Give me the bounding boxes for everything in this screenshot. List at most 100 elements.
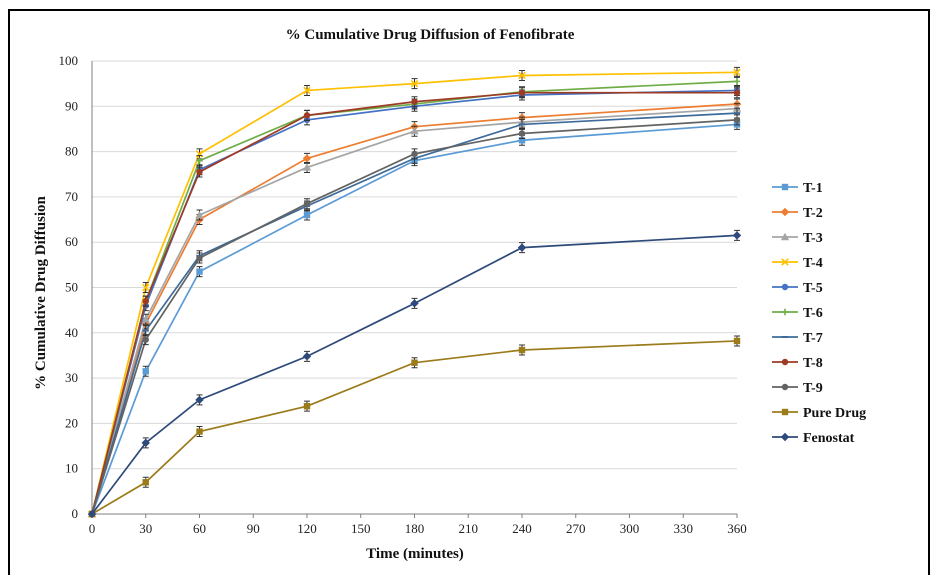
x-tick-label: 30 <box>139 521 152 536</box>
data-point <box>303 112 311 119</box>
legend-item: T-3 <box>772 231 823 246</box>
legend-swatch-marker <box>781 283 789 291</box>
legend-item: Fenostat <box>772 431 855 446</box>
data-point <box>142 368 149 375</box>
chart-title: % Cumulative Drug Diffusion of Fenofibra… <box>286 27 575 43</box>
data-point <box>411 98 418 105</box>
data-point <box>733 78 741 85</box>
data-point <box>518 71 526 80</box>
data-point <box>196 168 203 176</box>
x-tick-label: 0 <box>89 521 96 536</box>
legend-item: T-9 <box>772 381 823 396</box>
legend-item: T-6 <box>772 306 823 321</box>
data-point <box>303 86 311 95</box>
legend-swatch-marker <box>781 258 789 266</box>
legend-label: T-4 <box>803 256 823 271</box>
data-point <box>302 163 312 171</box>
data-point <box>142 297 149 305</box>
legend-item: T-2 <box>772 206 823 221</box>
y-tick-label: 50 <box>65 280 78 295</box>
legend-label: T-2 <box>803 206 823 221</box>
series-fenostat <box>87 229 742 519</box>
legend-swatch-marker <box>781 408 789 416</box>
data-point <box>195 395 204 405</box>
legend-label: T-5 <box>803 281 823 296</box>
legend-swatch-marker <box>780 207 790 217</box>
data-point <box>410 299 419 308</box>
y-tick-label: 60 <box>65 234 78 249</box>
legend-item: Pure Drug <box>772 406 866 421</box>
series-line <box>91 107 738 515</box>
data-point <box>732 231 742 240</box>
x-tick-label: 330 <box>674 521 694 536</box>
data-point <box>411 150 418 158</box>
data-point <box>142 479 149 486</box>
legend-swatch-marker <box>781 358 789 366</box>
legend-label: T-9 <box>803 381 823 396</box>
x-tick-label: 180 <box>405 521 425 536</box>
data-point <box>733 116 741 124</box>
x-tick-label: 300 <box>620 521 640 536</box>
x-tick-label: 360 <box>727 521 747 536</box>
legend-item: T-7 <box>772 331 823 346</box>
legend-item: T-4 <box>772 256 823 271</box>
y-tick-label: 10 <box>65 461 78 476</box>
data-point <box>518 130 526 137</box>
series-t-9 <box>88 114 741 518</box>
data-point <box>195 210 204 219</box>
legend-swatch-marker <box>781 383 789 391</box>
legend-swatch-marker <box>781 183 789 191</box>
series-line <box>91 80 738 515</box>
x-tick-label: 60 <box>193 521 206 536</box>
legend-item: T-1 <box>772 181 823 196</box>
data-point <box>302 154 312 163</box>
x-tick-label: 210 <box>459 521 479 536</box>
y-tick-label: 20 <box>65 415 78 430</box>
data-point <box>196 428 203 435</box>
legend-label: T-8 <box>803 356 823 371</box>
x-tick-labels: 0 30 60 90 120 150 180 210 240 270 300 330 360 <box>89 521 747 536</box>
y-axis-label: % Cumulative Drug Diffusion <box>33 195 49 389</box>
x-tick-label: 150 <box>351 521 371 536</box>
data-point <box>87 509 97 519</box>
x-tick-label: 270 <box>566 521 586 536</box>
data-point <box>303 200 311 207</box>
data-point <box>517 243 527 252</box>
legend-swatch-marker <box>781 308 789 316</box>
y-tick-label: 40 <box>65 325 78 340</box>
data-point <box>518 89 526 96</box>
data-point <box>411 359 418 366</box>
series-t-1 <box>88 118 741 518</box>
legend-item: T-8 <box>772 356 823 371</box>
data-point <box>196 268 203 275</box>
data-point <box>142 336 149 343</box>
x-axis-label: Time (minutes) <box>366 546 464 562</box>
y-tick-label: 80 <box>65 144 78 159</box>
data-point <box>518 346 526 354</box>
legend-item: T-5 <box>772 281 823 296</box>
series-pure-drug <box>88 335 741 518</box>
series-line <box>91 234 738 515</box>
series-layer <box>87 66 742 519</box>
data-point <box>733 68 741 77</box>
chart-frame: % Cumulative Drug Diffusion of Fenofibra… <box>8 9 930 575</box>
legend-swatch-marker <box>780 232 790 241</box>
x-tick-label: 240 <box>512 521 532 536</box>
data-point <box>303 402 311 410</box>
y-tick-labels: 0 10 20 30 40 50 60 70 80 90 100 <box>59 53 79 521</box>
series-line <box>91 112 738 515</box>
legend-label: Pure Drug <box>803 406 866 421</box>
data-point <box>302 352 312 361</box>
data-point <box>141 283 150 292</box>
y-tick-label: 70 <box>65 189 78 204</box>
data-point <box>196 157 203 164</box>
data-point <box>733 89 741 96</box>
legend-label: T-7 <box>803 331 823 346</box>
x-tick-label: 90 <box>247 521 260 536</box>
y-tick-label: 100 <box>59 53 79 68</box>
data-point <box>141 438 150 448</box>
data-point <box>410 79 419 88</box>
legend-label: T-3 <box>803 231 823 246</box>
y-tick-label: 0 <box>72 506 79 521</box>
y-tick-label: 30 <box>65 370 78 385</box>
